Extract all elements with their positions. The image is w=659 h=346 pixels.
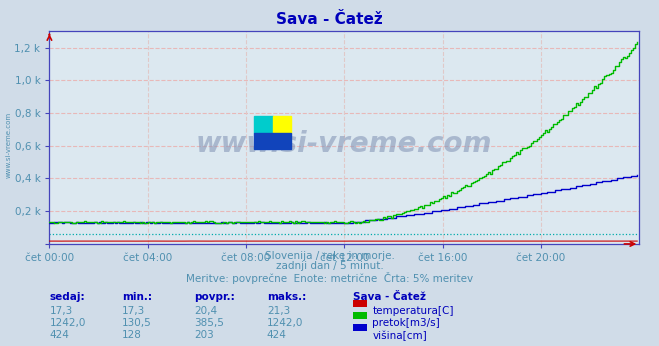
Text: min.:: min.: <box>122 292 152 302</box>
Text: Sava - Čatež: Sava - Čatež <box>276 12 383 27</box>
Bar <box>273 116 291 133</box>
Text: Sava - Čatež: Sava - Čatež <box>353 292 426 302</box>
Text: Meritve: povprečne  Enote: metrične  Črta: 5% meritev: Meritve: povprečne Enote: metrične Črta:… <box>186 272 473 284</box>
Text: 17,3: 17,3 <box>49 306 72 316</box>
Text: 1242,0: 1242,0 <box>49 318 86 328</box>
Text: 128: 128 <box>122 330 142 340</box>
Text: 17,3: 17,3 <box>122 306 145 316</box>
Text: sedaj:: sedaj: <box>49 292 85 302</box>
Bar <box>273 133 291 149</box>
Text: 1242,0: 1242,0 <box>267 318 303 328</box>
Text: www.si-vreme.com: www.si-vreme.com <box>5 112 11 179</box>
Text: 424: 424 <box>49 330 69 340</box>
Text: 385,5: 385,5 <box>194 318 224 328</box>
Text: maks.:: maks.: <box>267 292 306 302</box>
Text: 424: 424 <box>267 330 287 340</box>
Text: 21,3: 21,3 <box>267 306 290 316</box>
Text: pretok[m3/s]: pretok[m3/s] <box>372 318 440 328</box>
Bar <box>254 116 273 133</box>
Text: povpr.:: povpr.: <box>194 292 235 302</box>
Text: 203: 203 <box>194 330 214 340</box>
Text: 20,4: 20,4 <box>194 306 217 316</box>
Text: temperatura[C]: temperatura[C] <box>372 306 454 316</box>
Text: 130,5: 130,5 <box>122 318 152 328</box>
Bar <box>254 133 273 149</box>
Text: višina[cm]: višina[cm] <box>372 330 427 341</box>
Text: zadnji dan / 5 minut.: zadnji dan / 5 minut. <box>275 261 384 271</box>
Text: Slovenija / reke in morje.: Slovenija / reke in morje. <box>264 251 395 261</box>
Text: www.si-vreme.com: www.si-vreme.com <box>196 130 492 158</box>
